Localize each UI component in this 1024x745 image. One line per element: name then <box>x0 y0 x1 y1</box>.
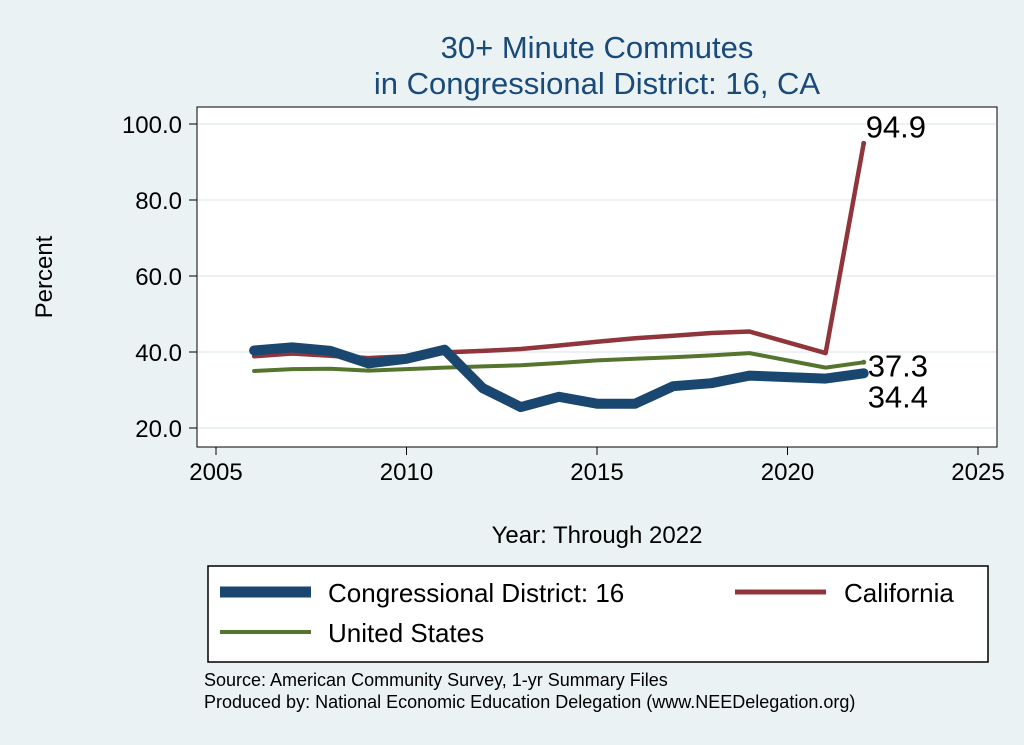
chart-title-line-1: 30+ Minute Commutes <box>441 30 754 65</box>
legend-label-united-states: United States <box>328 618 484 648</box>
end-labels: 34.4 94.9 37.3 <box>866 109 928 414</box>
chart-title-line-2: in Congressional District: 16, CA <box>374 66 821 101</box>
x-tick-label-3: 2020 <box>761 459 814 486</box>
series-end-point-california <box>861 140 867 146</box>
series-line-district <box>249 342 869 413</box>
end-label-united-states: 37.3 <box>868 348 928 383</box>
end-label-california: 94.9 <box>866 109 926 144</box>
y-tick-label-2: 60.0 <box>135 264 182 291</box>
legend-box <box>207 565 989 663</box>
series-end-point-district <box>861 370 867 376</box>
x-tick-label-2: 2015 <box>570 459 623 486</box>
y-tick-label-4: 100.0 <box>122 112 182 139</box>
series-layer <box>249 140 869 413</box>
y-tick-label-1: 40.0 <box>135 340 182 367</box>
legend-label-california: California <box>844 578 954 608</box>
source-note: Source: American Community Survey, 1-yr … <box>204 670 668 690</box>
series-line-united-states <box>252 351 866 373</box>
series-end-point-united-states <box>861 359 867 365</box>
legend: Congressional District: 16 California Un… <box>207 565 989 663</box>
y-tick-label-0: 20.0 <box>135 416 182 443</box>
y-tick-label-3: 80.0 <box>135 188 182 215</box>
end-label-district: 34.4 <box>868 379 928 414</box>
legend-label-district: Congressional District: 16 <box>328 578 624 608</box>
y-axis-title: Percent <box>31 235 58 318</box>
produced-by-note: Produced by: National Economic Education… <box>204 692 855 712</box>
x-axis-title: Year: Through 2022 <box>492 522 703 549</box>
x-tick-label-0: 2005 <box>189 459 242 486</box>
x-tick-label-4: 2025 <box>951 459 1004 486</box>
axes: 20.0 40.0 60.0 80.0 100.0 2005 2010 2015 2020 202… <box>122 112 1005 486</box>
plot-area <box>196 106 998 448</box>
x-tick-label-1: 2010 <box>380 459 433 486</box>
